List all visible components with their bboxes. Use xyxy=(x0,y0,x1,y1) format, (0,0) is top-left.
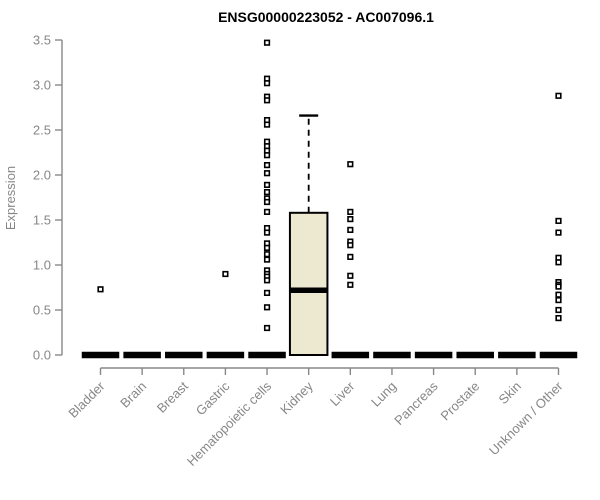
x-tick-label-pancreas: Pancreas xyxy=(391,378,441,428)
y-tick-label: 1.0 xyxy=(33,258,51,273)
collapsed-box-bar xyxy=(373,351,411,359)
outlier-point xyxy=(347,281,354,288)
outlier-point xyxy=(347,272,354,279)
outlier-point xyxy=(263,289,271,297)
y-axis-label: Expression xyxy=(3,166,18,230)
outlier-point xyxy=(263,208,271,216)
outlier-point xyxy=(263,251,271,258)
x-tick-label-skin: Skin xyxy=(495,379,523,407)
outlier-point xyxy=(555,296,562,304)
y-tick-label: 0.0 xyxy=(33,348,51,363)
x-tick-label-unknown-other: Unknown / Other xyxy=(486,378,566,458)
box-group-liver xyxy=(331,161,370,359)
x-tick-label-lung: Lung xyxy=(368,379,399,410)
y-tick-label: 2.5 xyxy=(33,123,51,138)
outlier-point xyxy=(263,39,271,46)
outlier-point xyxy=(347,242,354,249)
outlier-point xyxy=(263,80,271,87)
outlier-point xyxy=(263,324,271,332)
collapsed-box-bar xyxy=(248,351,286,359)
x-tick-label-bladder: Bladder xyxy=(65,378,108,421)
outlier-point xyxy=(347,216,354,223)
outlier-point xyxy=(263,277,271,284)
x-tick-label-kidney: Kidney xyxy=(277,378,316,417)
y-tick-label: 0.5 xyxy=(33,303,51,318)
box-group-breast xyxy=(165,351,203,359)
outlier-point xyxy=(97,286,104,293)
x-tick-label-breast: Breast xyxy=(154,378,191,415)
outlier-point xyxy=(555,283,562,290)
outlier-point xyxy=(263,229,271,236)
y-tick-label: 3.5 xyxy=(33,33,51,48)
box-group-bladder xyxy=(81,286,120,359)
collapsed-box-bar xyxy=(414,351,453,359)
box-group-unknown-other xyxy=(539,92,578,359)
outlier-point xyxy=(555,306,562,314)
y-tick-label: 1.5 xyxy=(33,213,51,228)
chart-title: ENSG00000223052 - AC007096.1 xyxy=(218,9,434,25)
outlier-point xyxy=(555,92,562,99)
x-tick-label-brain: Brain xyxy=(117,379,149,411)
outlier-point xyxy=(263,304,271,311)
outlier-point xyxy=(347,226,354,234)
outlier-point xyxy=(263,121,271,128)
outlier-point xyxy=(263,97,271,104)
collapsed-box-bar xyxy=(165,351,203,359)
iqr-box xyxy=(288,211,329,356)
collapsed-box-bar xyxy=(498,351,536,359)
box-group-pancreas xyxy=(414,351,453,359)
y-tick-label: 3.0 xyxy=(33,78,51,93)
x-tick-label-prostate: Prostate xyxy=(437,379,482,424)
box-group-brain xyxy=(123,351,161,359)
box-group-hematopoietic-cells xyxy=(248,39,286,359)
plot-area: 0.0 0.5 1.0 1.5 2.0 2.5 3.0 3.5 Bladder Brain Brea… xyxy=(33,33,578,469)
collapsed-box-bar xyxy=(539,351,578,359)
outlier-point xyxy=(263,170,271,177)
box-group-prostate xyxy=(456,351,494,359)
outlier-point xyxy=(555,259,562,266)
collapsed-box-bar xyxy=(456,351,494,359)
outlier-point xyxy=(263,256,271,263)
box-group-lung xyxy=(373,351,411,359)
box-group-kidney xyxy=(288,114,329,356)
outlier-point xyxy=(347,208,354,216)
outlier-point xyxy=(263,152,271,159)
outlier-point xyxy=(555,314,562,322)
collapsed-box-bar xyxy=(81,351,120,359)
box-group-skin xyxy=(498,351,536,359)
outlier-point xyxy=(555,229,562,236)
outlier-point xyxy=(347,161,354,168)
outlier-point xyxy=(347,253,354,261)
outlier-point xyxy=(263,198,271,206)
collapsed-box-bar xyxy=(123,351,161,359)
collapsed-box-bar xyxy=(206,351,245,359)
outlier-point xyxy=(555,291,562,298)
outlier-point xyxy=(222,270,229,278)
outlier-point xyxy=(263,162,271,169)
outlier-point xyxy=(555,217,562,225)
outlier-point xyxy=(263,189,271,196)
y-tick-label: 2.0 xyxy=(33,168,51,183)
outlier-point xyxy=(263,244,271,252)
x-tick-label-gastric: Gastric xyxy=(193,378,233,418)
x-tick-label-liver: Liver xyxy=(327,378,358,409)
collapsed-box-bar xyxy=(331,351,370,359)
outlier-point xyxy=(263,181,271,189)
box-group-gastric xyxy=(206,270,245,359)
